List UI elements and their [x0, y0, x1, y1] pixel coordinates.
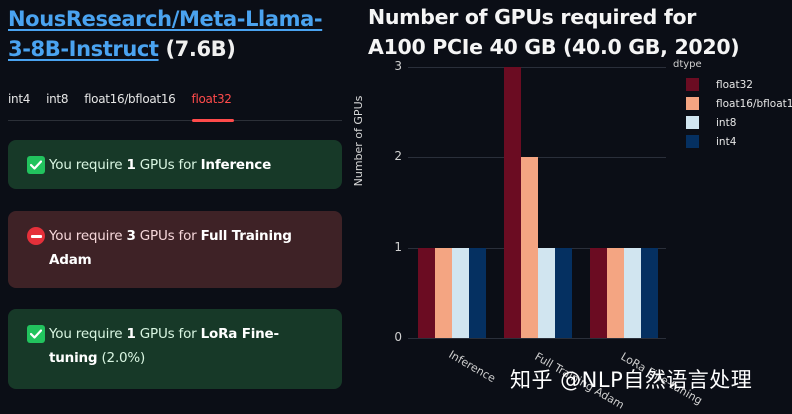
- bar-float32-inference[interactable]: [418, 247, 435, 338]
- chart-panel: Number of GPUs required for A100 PCIe 40…: [350, 0, 792, 414]
- legend-item-float16[interactable]: float16/bfloat16: [686, 97, 792, 110]
- watermark: 知乎 @NLP自然语言处理: [510, 368, 753, 392]
- bar-float32-lora-fine-tuning[interactable]: [590, 247, 607, 338]
- bar-float32-full-training-adam[interactable]: [504, 67, 521, 338]
- tab-int4[interactable]: int4: [8, 92, 31, 106]
- y-tick: 1: [394, 240, 402, 254]
- tab-float16-bfloat16[interactable]: float16/bfloat16: [84, 92, 176, 106]
- bar-float16-bfloat16-inference[interactable]: [435, 247, 452, 338]
- legend-item-float32[interactable]: float32: [686, 78, 753, 91]
- model-params: (7.6B): [165, 37, 236, 61]
- gridline: [408, 338, 666, 339]
- y-tick: 0: [394, 330, 402, 344]
- legend-swatch: [686, 97, 699, 110]
- alert-text: You require 1 GPUs for Inference: [49, 157, 272, 173]
- legend-swatch: [686, 116, 699, 129]
- chart-title: Number of GPUs required for A100 PCIe 40…: [368, 5, 740, 59]
- bar-int4-lora-fine-tuning[interactable]: [641, 247, 658, 338]
- dtype-tabs: int4 int8 float16/bfloat16 float32: [8, 88, 342, 122]
- alert-inference: You require 1 GPUs for Inference: [8, 140, 342, 189]
- check-icon: [27, 156, 45, 174]
- alert-full-training: You require 3 GPUs for Full Training Ada…: [8, 211, 342, 288]
- y-tick: 3: [394, 59, 402, 73]
- bar-int8-full-training-adam[interactable]: [538, 247, 555, 338]
- legend-swatch: [686, 135, 699, 148]
- y-axis-label: Number of GPUs: [352, 95, 365, 187]
- no-entry-icon: [27, 227, 45, 245]
- tab-float32[interactable]: float32: [191, 88, 234, 122]
- tab-int8[interactable]: int8: [46, 92, 69, 106]
- legend-item-int8[interactable]: int8: [686, 116, 736, 129]
- model-title: NousResearch/Meta-Llama-3-8B-Instruct (7…: [8, 4, 338, 64]
- alert-text: You require 3 GPUs for Full Training Ada…: [49, 228, 292, 268]
- check-icon: [27, 325, 45, 343]
- x-tick-inference: Inference: [446, 348, 498, 386]
- y-tick: 2: [394, 149, 402, 163]
- left-panel: NousResearch/Meta-Llama-3-8B-Instruct (7…: [0, 0, 350, 414]
- legend-swatch: [686, 78, 699, 91]
- alert-text: You require 1 GPUs for LoRa Fine-tuning …: [49, 326, 279, 366]
- legend-item-int4[interactable]: int4: [686, 135, 736, 148]
- bar-int8-inference[interactable]: [452, 247, 469, 338]
- bar-int8-lora-fine-tuning[interactable]: [624, 247, 641, 338]
- alert-lora: You require 1 GPUs for LoRa Fine-tuning …: [8, 309, 342, 389]
- gridline: [408, 67, 666, 68]
- bar-float16-bfloat16-full-training-adam[interactable]: [521, 157, 538, 338]
- bar-float16-bfloat16-lora-fine-tuning[interactable]: [607, 247, 624, 338]
- bar-int4-full-training-adam[interactable]: [555, 247, 572, 338]
- model-link[interactable]: NousResearch/Meta-Llama-3-8B-Instruct: [8, 7, 323, 61]
- legend-title: dtype: [673, 59, 702, 70]
- bar-int4-inference[interactable]: [469, 247, 486, 338]
